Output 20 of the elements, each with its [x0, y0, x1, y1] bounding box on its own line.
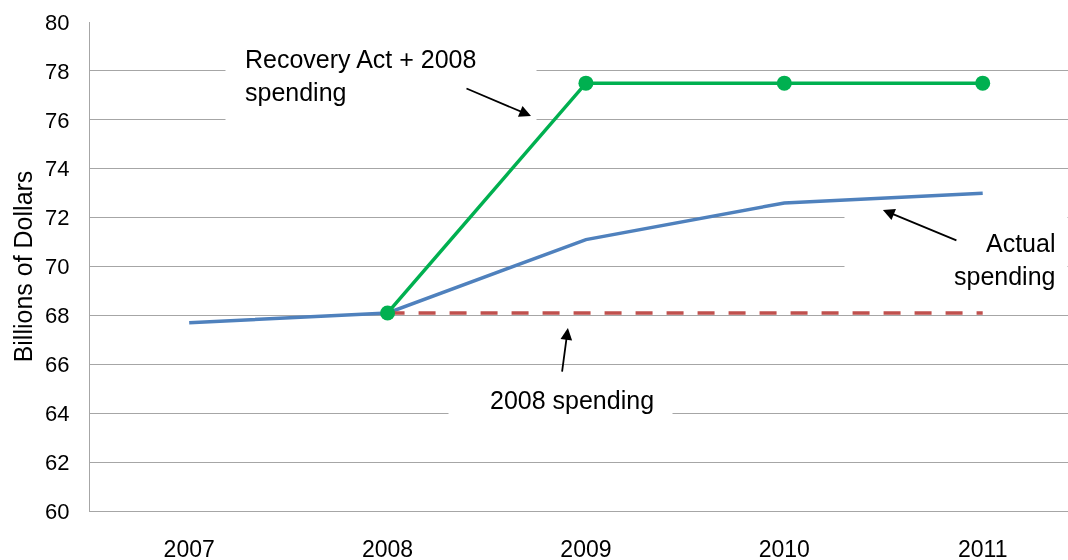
- y-tick-label: 68: [44, 303, 70, 329]
- y-tick-label: 78: [44, 58, 70, 84]
- x-tick-label: 2008: [361, 535, 414, 560]
- annotation: 2008 spending: [490, 386, 655, 414]
- y-tick-label: 74: [44, 156, 70, 182]
- y-tick-label: 62: [44, 449, 70, 475]
- annotation: Actual spending: [954, 229, 1056, 290]
- annotation: Recovery Act + 2008 spending: [245, 45, 477, 106]
- x-tick-label: 2009: [560, 535, 612, 560]
- x-tick-label: 2007: [163, 535, 215, 560]
- x-tick-label: 2011: [957, 535, 1008, 560]
- y-tick-label: 60: [44, 498, 70, 524]
- x-tick-label: 2010: [758, 535, 810, 560]
- y-tick-label: 72: [44, 205, 70, 231]
- y-tick-label: 76: [44, 107, 70, 133]
- y-tick-label: 70: [44, 254, 70, 280]
- y-tick-label: 80: [44, 9, 70, 35]
- y-tick-label: 64: [44, 400, 70, 426]
- y-tick-label: 66: [44, 352, 70, 377]
- y-axis-title: Billions of Dollars: [8, 170, 37, 363]
